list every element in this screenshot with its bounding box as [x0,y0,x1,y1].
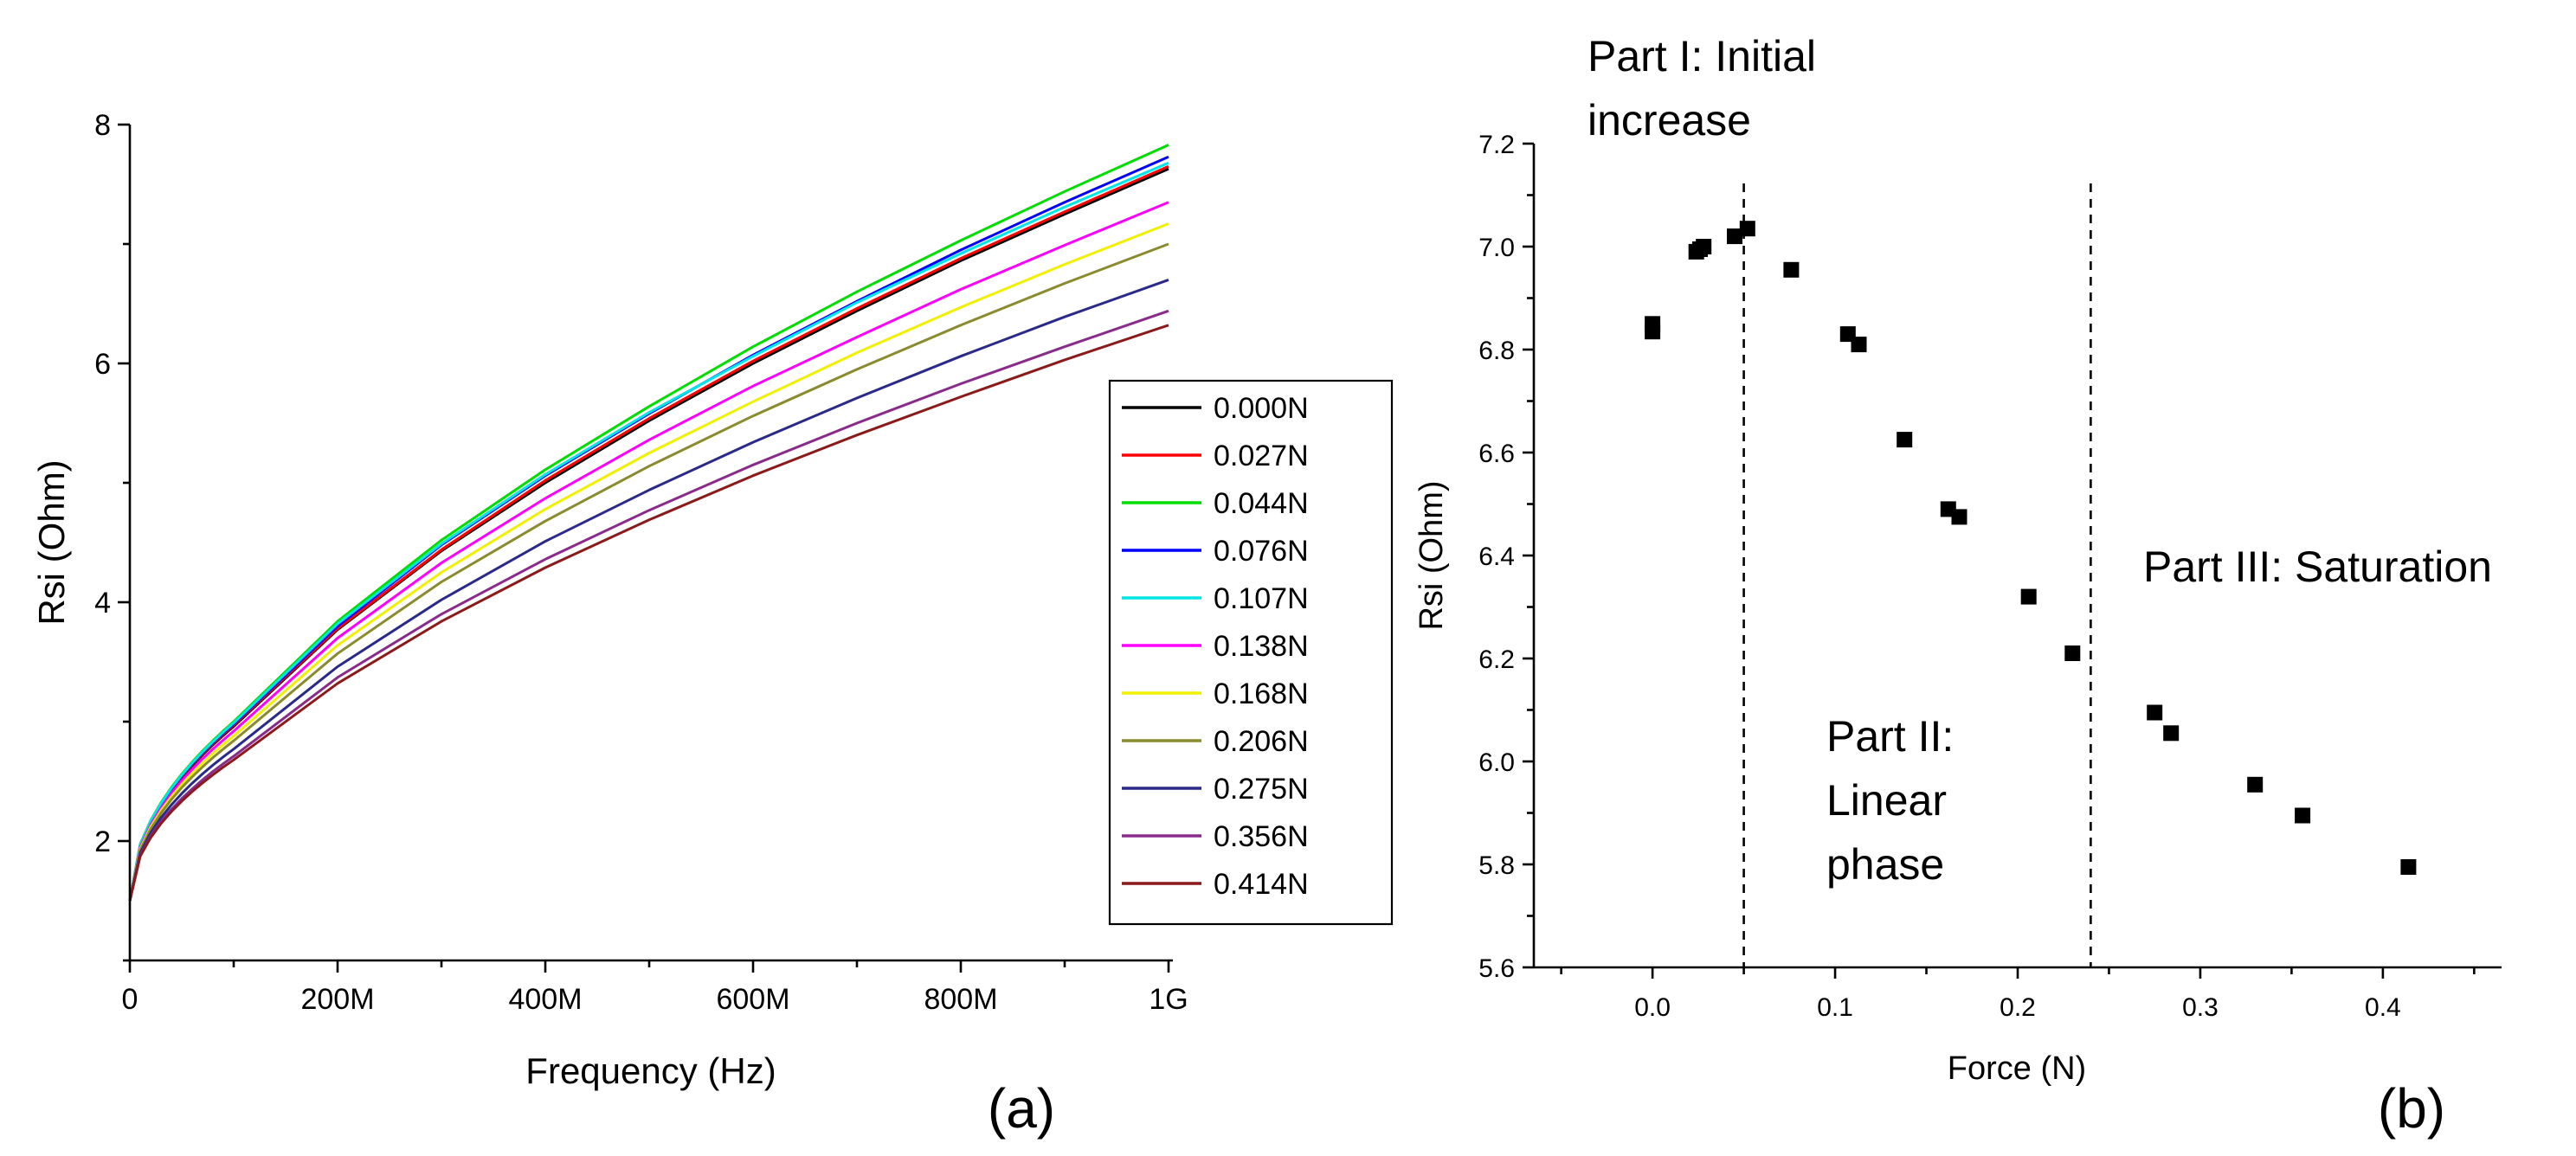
data-point [1951,509,1967,525]
chart-b-ticks: 0.0 0.1 0.2 0.3 0.4 5.6 5.8 6.0 6.2 6.4 6.6 6.8 7.0 7… [1478,131,2476,1022]
annotation-part2-line2: Linear [1826,776,1947,825]
series-line-0.275N [128,278,1169,902]
annotation-part2-line3: phase [1826,840,1944,889]
data-point [1727,228,1742,245]
series-line-0.000N [128,167,1169,902]
legend-label-0.027N: 0.027N [1214,440,1309,472]
series-line-0.206N [128,242,1169,902]
legend-label-0.107N: 0.107N [1214,582,1309,615]
chart-b-x-tick-label: 0.0 [1634,993,1671,1022]
chart-a-lines [128,144,1169,902]
annotation-part3: Part III: Saturation [2143,543,2492,591]
chart-a-x-label: Frequency (Hz) [525,1050,776,1091]
series-line-0.356N [128,309,1169,902]
chart-a-legend-box [1108,379,1394,926]
data-point [2247,776,2264,793]
data-point [2295,807,2311,824]
legend-label-0.206N: 0.206N [1214,725,1309,758]
data-point [2020,588,2037,605]
chart-b-x-tick-label: 0.3 [2182,993,2219,1022]
legend-label-0.044N: 0.044N [1214,487,1309,520]
chart-a-y-tick-label: 6 [94,348,111,381]
chart-b-x-tick-label: 0.1 [1817,993,1853,1022]
chart-a-x-tick-label: 200M [300,983,374,1016]
chart-a-y-tick-label: 2 [94,825,111,858]
chart-b-x-tick-label: 0.4 [2365,993,2401,1022]
chart-a-ticks: 0 200M 400M 600M 800M 1G 2 4 6 8 [94,109,1188,1016]
chart-b-y-label: Rsi (Ohm) [1414,480,1450,630]
chart-a-y-tick-label: 8 [94,109,111,142]
annotation-part1-line1: Part I: Initial [1587,32,1816,80]
chart-b-y-tick-label: 7.2 [1478,131,1515,159]
chart-a-legend: 0.000N 0.027N 0.044N 0.076N 0.107N 0.138N 0.16… [1108,379,1394,926]
annotation-part2-line1: Part II: [1826,712,1954,761]
data-point [2147,704,2163,721]
series-line-0.414N [128,324,1169,902]
series-line-0.138N [128,201,1169,902]
chart-b-panel-label: (b) [2378,1077,2445,1140]
legend-label-0.076N: 0.076N [1214,535,1309,568]
data-point [1696,239,1712,254]
chart-b-x-label: Force (N) [1948,1050,2086,1087]
chart-b-x-tick-label: 0.2 [2000,993,2036,1022]
chart-a-y-label: Rsi (Ohm) [31,459,72,625]
chart-a-x-tick-label: 0 [122,983,138,1016]
data-point [1645,316,1661,332]
data-point [1739,221,1755,237]
series-line-0.107N [128,161,1169,902]
chart-b-y-tick-label: 6.0 [1478,748,1515,777]
legend-label-0.168N: 0.168N [1214,678,1309,710]
data-point [1851,337,1867,353]
legend-label-0.414N: 0.414N [1214,868,1309,901]
chart-b-y-tick-label: 7.0 [1478,234,1515,262]
chart-a-x-tick-label: 400M [508,983,582,1016]
chart-b-y-tick-label: 6.6 [1478,440,1515,468]
chart-a: 0 200M 400M 600M 800M 1G 2 4 6 8 Frequency (Hz) R… [31,109,1394,1140]
data-point [2163,725,2180,742]
series-line-0.044N [128,144,1169,902]
data-point [1783,261,1800,278]
chart-a-x-tick-label: 600M [716,983,789,1016]
chart-a-x-tick-label: 1G [1149,983,1188,1016]
chart-b-y-tick-label: 6.8 [1478,337,1515,365]
legend-label-0.275N: 0.275N [1214,773,1309,806]
chart-b-y-tick-label: 6.4 [1478,543,1515,571]
legend-label-0.138N: 0.138N [1214,630,1309,663]
chart-a-panel-label: (a) [988,1077,1055,1140]
data-point [2064,645,2081,661]
legend-label-0.000N: 0.000N [1214,392,1309,425]
chart-b-y-tick-label: 5.6 [1478,954,1515,983]
chart-a-y-tick-label: 4 [94,587,111,620]
data-point [2400,859,2417,875]
chart-b: 0.0 0.1 0.2 0.3 0.4 5.6 5.8 6.0 6.2 6.4 6.6 6.8 7.0 7… [1414,32,2502,1140]
chart-b-y-tick-label: 6.2 [1478,645,1515,674]
annotation-part1-line2: increase [1587,96,1751,144]
chart-b-y-tick-label: 5.8 [1478,851,1515,880]
chart-b-points [1645,221,2417,875]
series-line-0.027N [128,164,1169,902]
series-line-0.168N [128,222,1169,902]
data-point [1897,432,1913,448]
legend-label-0.356N: 0.356N [1214,820,1309,853]
chart-b-phase-dividers [1742,183,2092,967]
chart-a-x-tick-label: 800M [924,983,997,1016]
